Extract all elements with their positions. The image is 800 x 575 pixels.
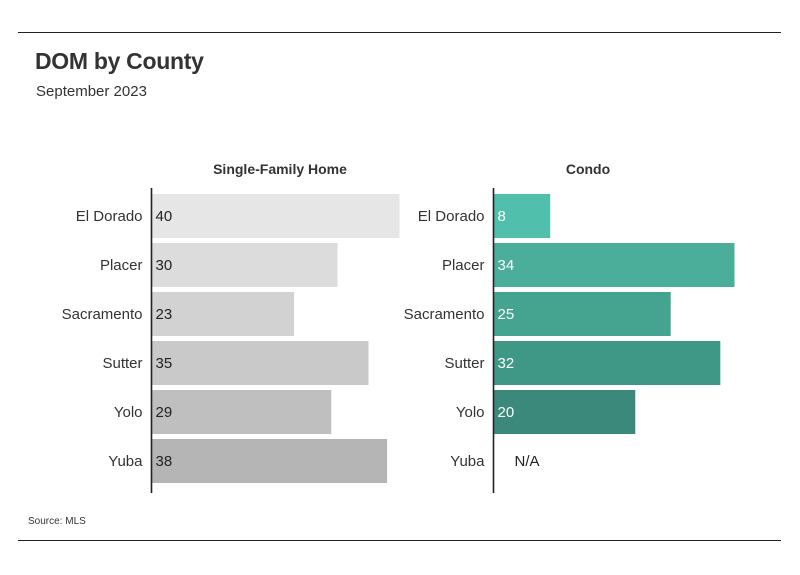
bar-sfh-yolo bbox=[151, 390, 332, 434]
category-label-condo-el-dorado: El Dorado bbox=[418, 208, 485, 225]
bar-sfh-yuba bbox=[151, 439, 388, 483]
panel-title-condo: Condo bbox=[566, 161, 610, 177]
bar-condo-sacramento bbox=[493, 292, 671, 336]
category-label-condo-yuba: Yuba bbox=[450, 453, 485, 470]
value-label-condo-yuba: N/A bbox=[515, 453, 540, 470]
panel-title-sfh: Single-Family Home bbox=[213, 161, 347, 177]
category-label-sfh-sutter: Sutter bbox=[102, 355, 142, 372]
chart-subtitle: September 2023 bbox=[36, 83, 147, 100]
chart-title: DOM by County bbox=[35, 48, 204, 74]
category-label-condo-sacramento: Sacramento bbox=[404, 306, 485, 323]
panel-condo: Condo El Dorado 8 Placer 34 Sacramento 25 Sutte… bbox=[404, 161, 735, 493]
category-label-condo-sutter: Sutter bbox=[444, 355, 484, 372]
value-label-condo-yolo: 20 bbox=[498, 404, 515, 421]
value-label-condo-placer: 34 bbox=[498, 257, 515, 274]
value-label-sfh-placer: 30 bbox=[156, 257, 173, 274]
bar-sfh-sutter bbox=[151, 341, 369, 385]
category-label-condo-placer: Placer bbox=[442, 257, 485, 274]
category-label-sfh-yuba: Yuba bbox=[108, 453, 143, 470]
value-label-sfh-el-dorado: 40 bbox=[156, 208, 173, 225]
category-label-sfh-placer: Placer bbox=[100, 257, 143, 274]
bar-sfh-el-dorado bbox=[151, 194, 400, 238]
bottom-rule bbox=[18, 540, 781, 541]
value-label-sfh-yuba: 38 bbox=[156, 453, 173, 470]
category-label-sfh-yolo: Yolo bbox=[114, 404, 143, 421]
bar-condo-el-dorado bbox=[493, 194, 551, 238]
bar-sfh-placer bbox=[151, 243, 338, 287]
bar-condo-placer bbox=[493, 243, 735, 287]
value-label-condo-sacramento: 25 bbox=[498, 306, 515, 323]
category-label-sfh-sacramento: Sacramento bbox=[62, 306, 143, 323]
source-note: Source: MLS bbox=[28, 516, 86, 527]
value-label-sfh-sacramento: 23 bbox=[156, 306, 173, 323]
bar-sfh-sacramento bbox=[151, 292, 295, 336]
value-label-sfh-yolo: 29 bbox=[156, 404, 173, 421]
top-rule bbox=[18, 32, 781, 33]
bar-condo-sutter bbox=[493, 341, 721, 385]
value-label-condo-sutter: 32 bbox=[498, 355, 515, 372]
value-label-sfh-sutter: 35 bbox=[156, 355, 173, 372]
category-label-sfh-el-dorado: El Dorado bbox=[76, 208, 143, 225]
value-label-condo-el-dorado: 8 bbox=[498, 208, 506, 225]
bar-condo-yolo bbox=[493, 390, 636, 434]
category-label-condo-yolo: Yolo bbox=[456, 404, 485, 421]
panel-sfh: Single-Family Home El Dorado 40 Placer 30 Sac… bbox=[62, 161, 400, 493]
